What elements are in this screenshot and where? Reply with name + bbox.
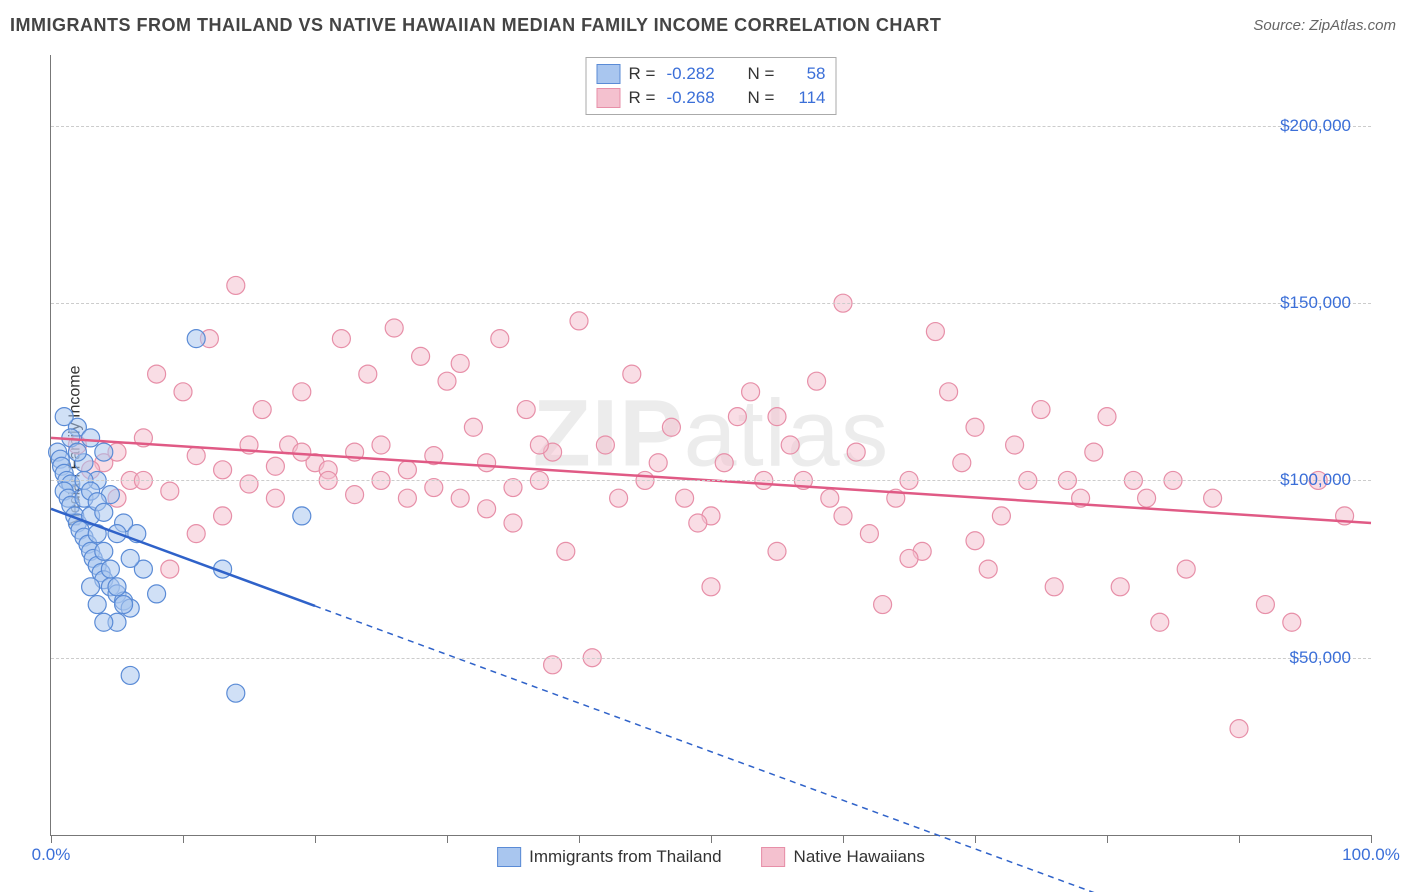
legend-row-hawaiian: R = -0.268 N = 114 (597, 86, 826, 110)
y-tick-label: $150,000 (1280, 293, 1351, 313)
x-tick-label: 0.0% (32, 845, 71, 865)
gridline (51, 480, 1371, 481)
legend-item-thailand: Immigrants from Thailand (497, 847, 721, 867)
x-tick (1239, 835, 1240, 843)
chart-title: IMMIGRANTS FROM THAILAND VS NATIVE HAWAI… (10, 15, 941, 36)
x-tick (843, 835, 844, 843)
legend-item-hawaiian: Native Hawaiians (762, 847, 925, 867)
plot-area: ZIPatlas R = -0.282 N = 58 R = -0.268 N … (50, 55, 1371, 836)
x-tick (975, 835, 976, 843)
chart-svg (51, 55, 1371, 835)
swatch-icon (497, 847, 521, 867)
swatch-thailand (597, 64, 621, 84)
swatch-icon (762, 847, 786, 867)
legend-row-thailand: R = -0.282 N = 58 (597, 62, 826, 86)
gridline (51, 303, 1371, 304)
chart-source: Source: ZipAtlas.com (1253, 17, 1396, 34)
correlation-legend: R = -0.282 N = 58 R = -0.268 N = 114 (586, 57, 837, 115)
chart-header: IMMIGRANTS FROM THAILAND VS NATIVE HAWAI… (10, 10, 1396, 40)
x-tick (315, 835, 316, 843)
x-tick (579, 835, 580, 843)
x-tick (1107, 835, 1108, 843)
x-tick (1371, 835, 1372, 843)
y-tick-label: $50,000 (1290, 648, 1351, 668)
x-tick-label: 100.0% (1342, 845, 1400, 865)
swatch-hawaiian (597, 88, 621, 108)
series-legend: Immigrants from Thailand Native Hawaiian… (497, 847, 925, 867)
x-tick (183, 835, 184, 843)
y-tick-label: $200,000 (1280, 116, 1351, 136)
x-tick (711, 835, 712, 843)
gridline (51, 126, 1371, 127)
y-tick-label: $100,000 (1280, 470, 1351, 490)
x-tick (51, 835, 52, 843)
x-tick (447, 835, 448, 843)
gridline (51, 658, 1371, 659)
